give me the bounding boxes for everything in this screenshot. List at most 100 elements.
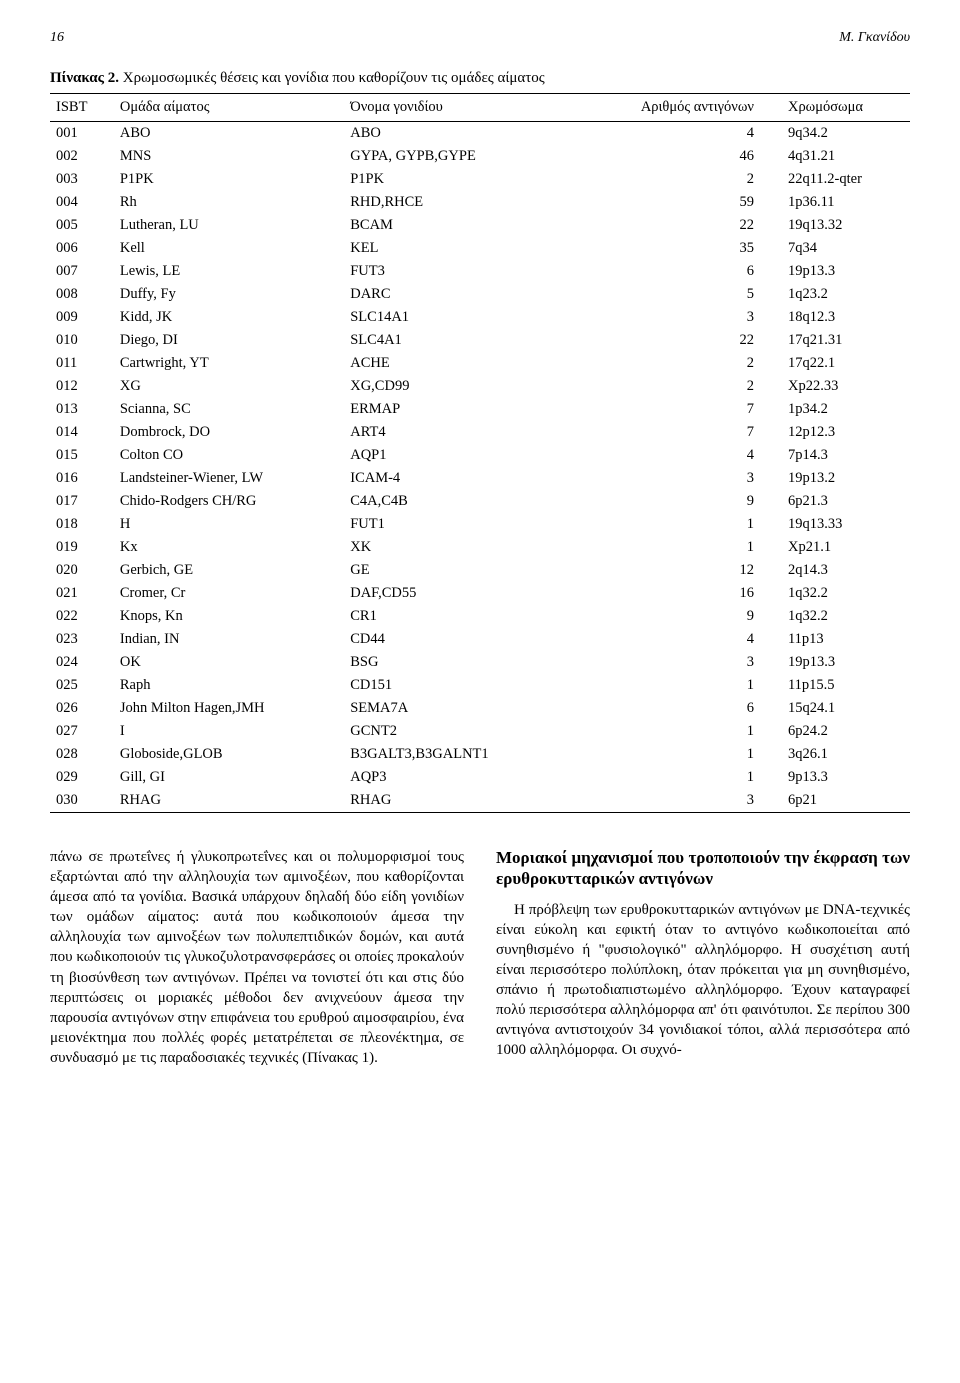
right-paragraph: Η πρόβλεψη των ερυθροκυτταρικών αντιγόνω…: [496, 900, 910, 1061]
table-cell: BCAM: [344, 214, 565, 237]
table-cell: Diego, DI: [114, 329, 344, 352]
table-cell: 005: [50, 214, 114, 237]
table-cell: B3GALT3,B3GALNT1: [344, 743, 565, 766]
table-cell: 014: [50, 421, 114, 444]
table-cell: SLC4A1: [344, 329, 565, 352]
table-cell: 17q22.1: [782, 352, 910, 375]
table-cell: 018: [50, 513, 114, 536]
table-cell: 6p21.3: [782, 490, 910, 513]
table-cell: I: [114, 720, 344, 743]
table-title-text: Χρωμοσωμικές θέσεις και γονίδια που καθο…: [119, 70, 545, 86]
table-caption: Πίνακας 2. Χρωμοσωμικές θέσεις και γονίδ…: [50, 70, 910, 87]
table-row: 009Kidd, JKSLC14A1318q12.3: [50, 306, 910, 329]
table-cell: CD44: [344, 628, 565, 651]
table-cell: KEL: [344, 237, 565, 260]
table-cell: 2: [566, 168, 782, 191]
table-cell: 7q34: [782, 237, 910, 260]
table-row: 028Globoside,GLOBB3GALT3,B3GALNT113q26.1: [50, 743, 910, 766]
table-cell: 7p14.3: [782, 444, 910, 467]
col-gene: Όνομα γονιδίου: [344, 94, 565, 122]
table-cell: 12p12.3: [782, 421, 910, 444]
table-cell: GE: [344, 559, 565, 582]
table-cell: 12: [566, 559, 782, 582]
col-isbt: ISBT: [50, 94, 114, 122]
table-cell: Colton CO: [114, 444, 344, 467]
body-columns: πάνω σε πρωτεΐνες ή γλυκοπρωτεΐνες και ο…: [50, 847, 910, 1068]
table-cell: Landsteiner-Wiener, LW: [114, 467, 344, 490]
table-row: 003P1PKP1PK222q11.2-qter: [50, 168, 910, 191]
table-cell: Knops, Kn: [114, 605, 344, 628]
table-cell: 1: [566, 536, 782, 559]
table-cell: 009: [50, 306, 114, 329]
table-cell: Chido-Rodgers CH/RG: [114, 490, 344, 513]
table-row: 027IGCNT216p24.2: [50, 720, 910, 743]
table-cell: 6: [566, 260, 782, 283]
table-cell: RHD,RHCE: [344, 191, 565, 214]
col-antigen-count: Αριθμός αντιγόνων: [566, 94, 782, 122]
table-cell: P1PK: [114, 168, 344, 191]
running-head: 16 Μ. Γκανίδου: [50, 30, 910, 46]
table-cell: 019: [50, 536, 114, 559]
table-row: 015Colton COAQP147p14.3: [50, 444, 910, 467]
table-cell: OK: [114, 651, 344, 674]
table-cell: 010: [50, 329, 114, 352]
table-row: 012XGXG,CD992Xp22.33: [50, 375, 910, 398]
table-cell: ERMAP: [344, 398, 565, 421]
table-cell: 4q31.21: [782, 145, 910, 168]
section-heading: Μοριακοί μηχανισμοί που τροποποιούν την …: [496, 847, 910, 890]
table-row: 011Cartwright, YTACHE217q22.1: [50, 352, 910, 375]
table-cell: DARC: [344, 283, 565, 306]
table-cell: 35: [566, 237, 782, 260]
table-cell: 007: [50, 260, 114, 283]
table-row: 023Indian, INCD44411p13: [50, 628, 910, 651]
table-cell: 19p13.3: [782, 260, 910, 283]
table-cell: 19q13.32: [782, 214, 910, 237]
table-cell: 011: [50, 352, 114, 375]
table-cell: XG,CD99: [344, 375, 565, 398]
table-cell: ABO: [344, 122, 565, 146]
table-cell: 029: [50, 766, 114, 789]
table-cell: 1: [566, 766, 782, 789]
table-cell: 19q13.33: [782, 513, 910, 536]
table-cell: Raph: [114, 674, 344, 697]
table-cell: 22q11.2-qter: [782, 168, 910, 191]
table-cell: 017: [50, 490, 114, 513]
table-cell: 027: [50, 720, 114, 743]
table-cell: 028: [50, 743, 114, 766]
table-cell: CR1: [344, 605, 565, 628]
table-cell: 22: [566, 329, 782, 352]
table-block: Πίνακας 2. Χρωμοσωμικές θέσεις και γονίδ…: [50, 70, 910, 813]
table-cell: 7: [566, 398, 782, 421]
table-cell: Kx: [114, 536, 344, 559]
table-cell: Gerbich, GE: [114, 559, 344, 582]
table-cell: John Milton Hagen,JMH: [114, 697, 344, 720]
table-row: 013Scianna, SCERMAP71p34.2: [50, 398, 910, 421]
table-cell: XK: [344, 536, 565, 559]
table-cell: 1: [566, 674, 782, 697]
table-row: 024OKBSG319p13.3: [50, 651, 910, 674]
table-cell: 3q26.1: [782, 743, 910, 766]
table-cell: 2: [566, 352, 782, 375]
table-cell: 012: [50, 375, 114, 398]
table-cell: 19p13.3: [782, 651, 910, 674]
table-cell: Scianna, SC: [114, 398, 344, 421]
table-cell: ART4: [344, 421, 565, 444]
table-number: Πίνακας 2.: [50, 70, 119, 86]
table-cell: GYPA, GYPB,GYPE: [344, 145, 565, 168]
table-cell: 9: [566, 605, 782, 628]
table-cell: 024: [50, 651, 114, 674]
right-column: Μοριακοί μηχανισμοί που τροποποιούν την …: [496, 847, 910, 1068]
table-cell: Lewis, LE: [114, 260, 344, 283]
table-row: 014Dombrock, DOART4712p12.3: [50, 421, 910, 444]
table-cell: 2: [566, 375, 782, 398]
table-cell: MNS: [114, 145, 344, 168]
table-cell: Indian, IN: [114, 628, 344, 651]
table-cell: 9p13.3: [782, 766, 910, 789]
table-row: 006KellKEL357q34: [50, 237, 910, 260]
table-row: 016Landsteiner-Wiener, LWICAM-4319p13.2: [50, 467, 910, 490]
table-cell: 6p21: [782, 789, 910, 813]
table-cell: 030: [50, 789, 114, 813]
table-cell: RHAG: [344, 789, 565, 813]
table-cell: 59: [566, 191, 782, 214]
left-column: πάνω σε πρωτεΐνες ή γλυκοπρωτεΐνες και ο…: [50, 847, 464, 1068]
